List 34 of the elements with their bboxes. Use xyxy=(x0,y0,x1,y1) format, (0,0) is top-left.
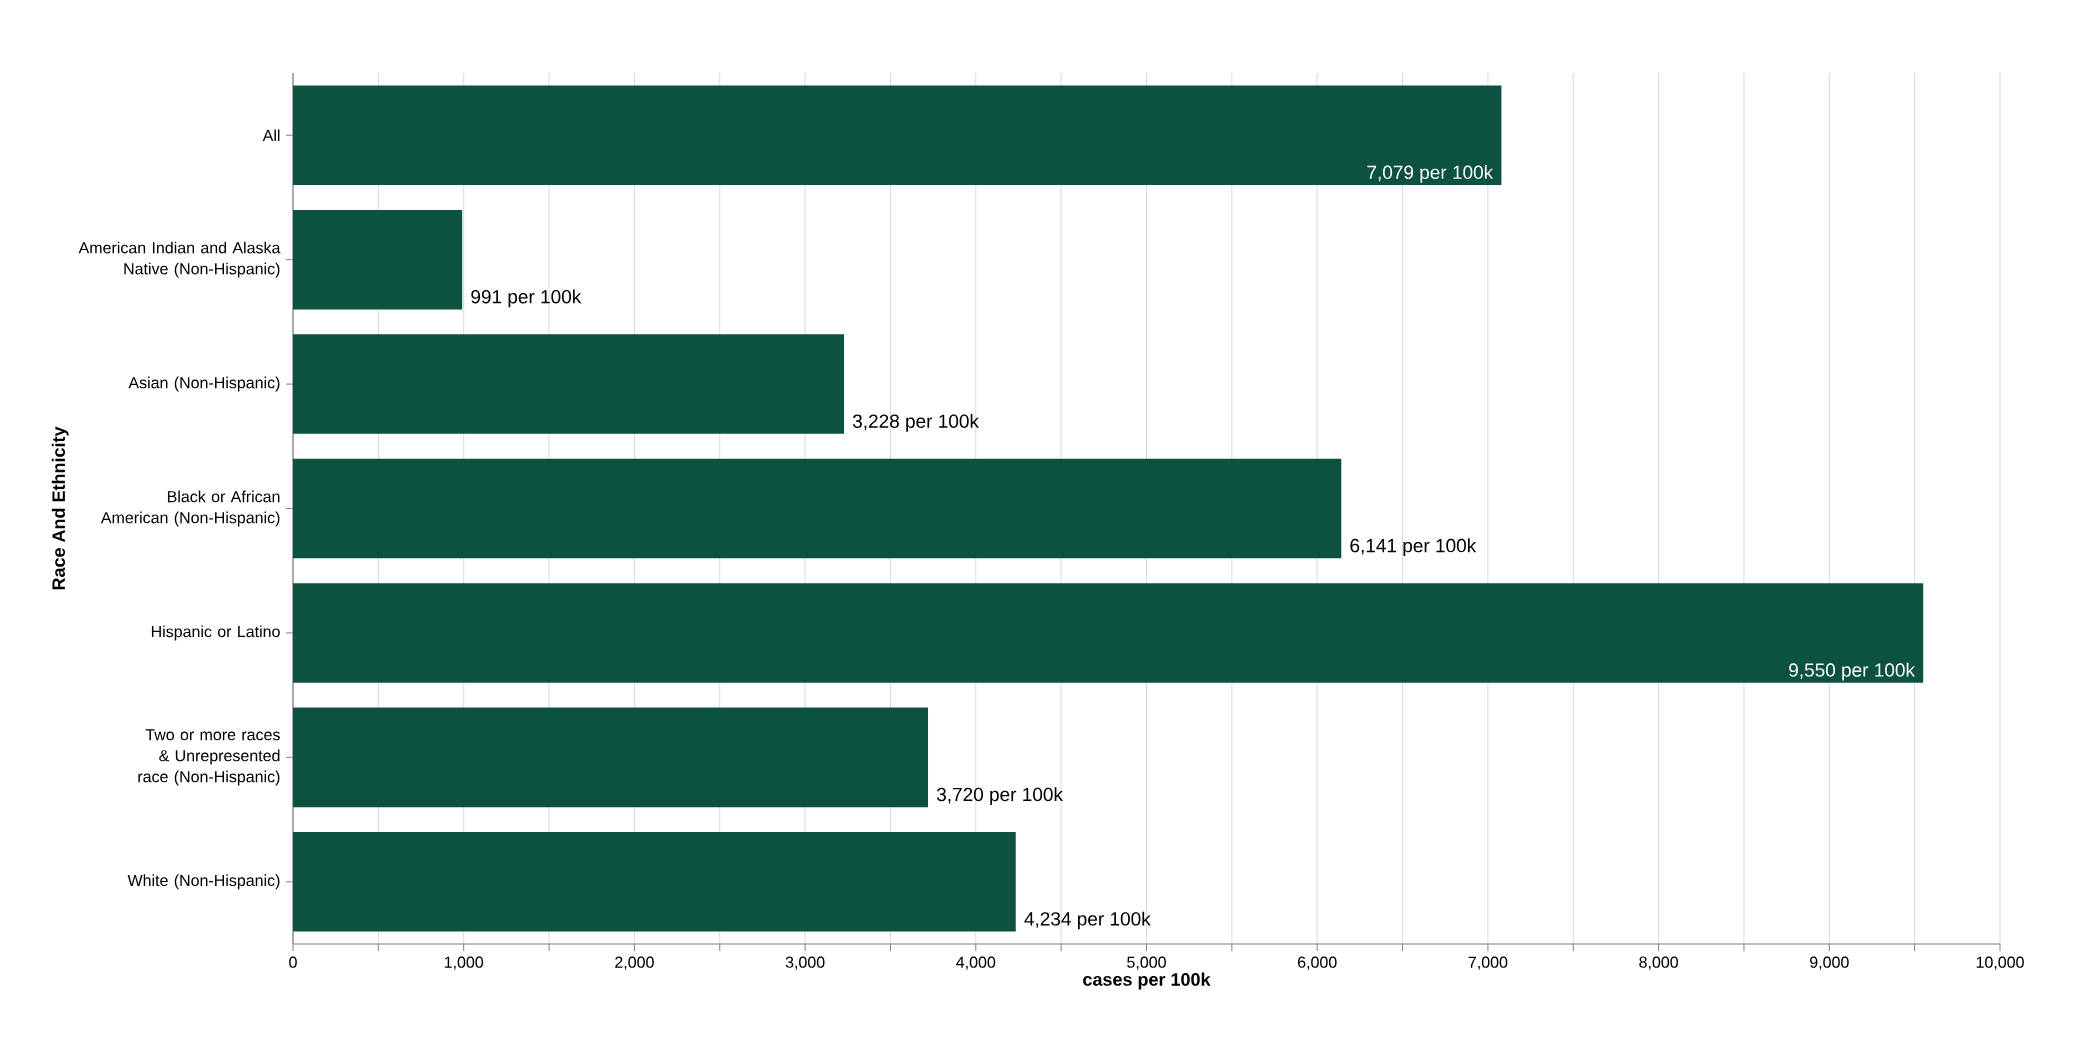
x-tick-label: 8,000 xyxy=(1639,956,1679,970)
x-tick-label: 2,000 xyxy=(615,956,654,970)
x-tick-label: 1,000 xyxy=(444,956,484,970)
x-tick-label: 0 xyxy=(289,956,297,968)
x-tick-label: 5,000 xyxy=(1127,956,1166,970)
y-tick-label: White (Non-Hispanic) xyxy=(127,874,280,890)
x-tick-label: 10,000 xyxy=(1976,956,2024,970)
bar xyxy=(293,334,845,434)
y-tick-label: Hispanic or Latino xyxy=(151,625,280,641)
x-axis-title: cases per 100k xyxy=(1083,972,1211,990)
y-axis-title: Race And Ethnicity xyxy=(51,426,69,590)
bar xyxy=(293,85,1502,185)
bar xyxy=(293,583,1924,683)
data-label: 3,228 per 100k xyxy=(852,413,979,432)
data-label: 991 per 100k xyxy=(471,289,582,308)
bar xyxy=(293,209,463,310)
y-tick-label: American Indian and Alaska Native (Non-Hispanic) xyxy=(78,241,281,278)
x-tick-label: 6,000 xyxy=(1298,956,1337,970)
data-label: 4,234 per 100k xyxy=(1024,911,1151,930)
y-tick-label: All xyxy=(262,129,280,142)
bar xyxy=(293,832,1016,932)
data-label: 7,079 per 100k xyxy=(1367,165,1494,183)
y-tick-label: Asian (Non-Hispanic) xyxy=(128,376,280,392)
x-tick-label: 9,000 xyxy=(1810,956,1849,970)
data-label: 9,550 per 100k xyxy=(1789,662,1915,681)
x-tick-label: 3,000 xyxy=(785,956,825,970)
data-label: 6,141 per 100k xyxy=(1350,538,1477,557)
x-tick-label: 4,000 xyxy=(956,956,996,970)
bar xyxy=(293,707,929,808)
data-label: 3,720 per 100k xyxy=(936,787,1063,805)
y-tick-label: Black or African American (Non-Hispanic) xyxy=(100,490,280,527)
bar xyxy=(293,458,1342,559)
x-tick-label: 7,000 xyxy=(1468,956,1508,970)
y-tick-label: Two or more races & Unrepresented race (Non-Hispanic) xyxy=(138,729,280,786)
